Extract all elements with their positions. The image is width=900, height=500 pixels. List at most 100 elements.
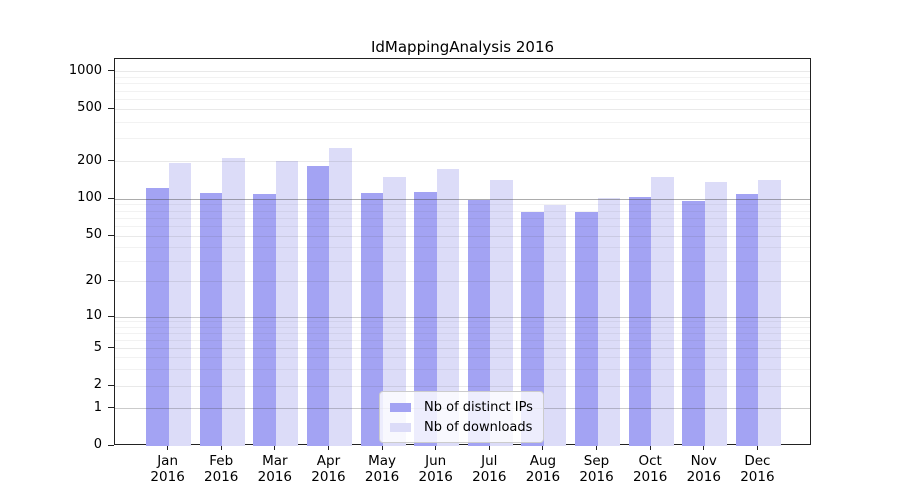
y-tickmark-500	[108, 107, 114, 109]
x-tick-label-apr: Apr 2016	[311, 453, 346, 485]
gridline-600	[115, 98, 810, 100]
bar-downloads-oct	[651, 177, 674, 446]
x-tick-label-oct: Oct 2016	[632, 453, 668, 485]
y-tick-label-2: 2	[93, 377, 102, 392]
gridline-700	[115, 90, 810, 92]
gridline-60	[115, 225, 810, 227]
bar-ips-oct	[628, 196, 652, 446]
x-tickmark-jul	[488, 445, 490, 450]
bar-downloads-jul	[490, 180, 513, 446]
gridline-2	[115, 385, 810, 387]
y-tickmark-100	[108, 197, 114, 199]
bar-downloads-mar	[275, 160, 299, 446]
x-tickmark-nov	[703, 445, 705, 450]
x-tick-label-dec: Dec 2016	[740, 453, 775, 485]
y-tickmark-1000	[108, 70, 114, 72]
x-tick-label-jun: Jun 2016	[418, 453, 453, 485]
legend-label: Nb of downloads	[424, 419, 533, 435]
gridline-90	[115, 204, 810, 206]
bar-ips-apr	[306, 166, 330, 446]
x-tick-label-aug: Aug 2016	[525, 453, 561, 485]
bar-ips-jun	[414, 191, 437, 446]
x-tick-label-may: May 2016	[364, 453, 400, 485]
bar-downloads-may	[383, 176, 406, 446]
gridline-10	[115, 316, 810, 318]
gridline-30	[115, 261, 810, 263]
bar-downloads-apr	[329, 148, 352, 446]
gridline-3	[115, 369, 810, 370]
gridline-7	[115, 332, 810, 334]
gridline-6	[115, 339, 810, 341]
gridline-80	[115, 210, 810, 212]
gridline-4	[115, 357, 810, 359]
y-tickmark-5	[108, 347, 114, 349]
gridline-1000	[115, 71, 810, 73]
bar-ips-jul	[467, 200, 491, 446]
bar-ips-feb	[199, 192, 223, 446]
y-tickmark-0	[108, 444, 114, 446]
bar-ips-dec	[735, 194, 759, 446]
bar-downloads-feb	[222, 157, 245, 446]
legend-row-ips: Nb of distinct IPs	[390, 397, 533, 417]
gridline-900	[115, 76, 810, 78]
gridline-400	[115, 121, 810, 123]
y-tick-label-50: 50	[85, 227, 102, 242]
bar-downloads-sep	[597, 197, 621, 446]
y-tickmark-20	[108, 280, 114, 282]
x-tickmark-feb	[220, 445, 222, 450]
gridline-800	[115, 83, 810, 85]
bar-ips-sep	[575, 212, 598, 446]
gridline-9	[115, 321, 810, 323]
gridline-50	[115, 235, 810, 237]
bar-downloads-aug	[543, 204, 567, 446]
y-tick-label-20: 20	[85, 272, 102, 288]
x-tickmark-oct	[649, 445, 651, 450]
gridline-20	[115, 281, 810, 283]
bar-ips-may	[360, 192, 384, 446]
bar-downloads-jun	[436, 168, 460, 446]
legend-label: Nb of distinct IPs	[424, 399, 533, 415]
bar-downloads-dec	[758, 179, 781, 446]
x-tick-label-feb: Feb 2016	[204, 453, 239, 485]
plot-area: Nb of distinct IPs Nb of downloads	[114, 58, 811, 446]
y-tickmark-200	[108, 160, 114, 162]
bar-ips-mar	[253, 194, 276, 446]
y-tick-label-100: 100	[77, 190, 102, 206]
legend-swatch-icon	[390, 402, 411, 412]
x-tick-label-jul: Jul 2016	[472, 453, 507, 485]
gridline-300	[115, 138, 810, 140]
y-tick-label-200: 200	[77, 152, 102, 168]
gridline-100	[115, 198, 810, 200]
x-tick-label-nov: Nov 2016	[686, 453, 721, 485]
gridline-40	[115, 246, 810, 248]
x-tickmark-mar	[274, 445, 276, 450]
x-tickmark-jun	[435, 445, 437, 450]
x-tickmark-sep	[596, 445, 598, 450]
gridline-5	[115, 348, 810, 350]
chart-title: IdMappingAnalysis 2016	[370, 38, 555, 56]
x-tickmark-apr	[327, 445, 329, 450]
y-tick-label-0: 0	[93, 437, 102, 452]
bar-ips-jan	[146, 187, 169, 446]
bar-ips-aug	[521, 212, 544, 446]
bar-ips-nov	[682, 200, 705, 446]
y-tick-label-10: 10	[85, 308, 102, 323]
legend: Nb of distinct IPs Nb of downloads	[379, 391, 544, 443]
y-tick-label-1: 1	[93, 399, 102, 415]
gridline-8	[115, 326, 810, 328]
x-tickmark-may	[381, 445, 383, 450]
x-tickmark-dec	[756, 445, 758, 450]
legend-swatch-icon	[390, 422, 411, 432]
y-tick-label-1000: 1000	[68, 62, 102, 78]
gridline-500	[115, 108, 810, 110]
gridline-200	[115, 161, 810, 163]
y-tickmark-1	[108, 407, 114, 409]
x-tick-label-jan: Jan 2016	[150, 453, 185, 485]
bar-downloads-jan	[168, 162, 192, 446]
bar-downloads-nov	[704, 182, 728, 446]
y-tickmark-50	[108, 234, 114, 236]
x-tickmark-jan	[167, 445, 169, 450]
y-tickmark-10	[108, 315, 114, 317]
legend-row-downloads: Nb of downloads	[390, 417, 533, 437]
